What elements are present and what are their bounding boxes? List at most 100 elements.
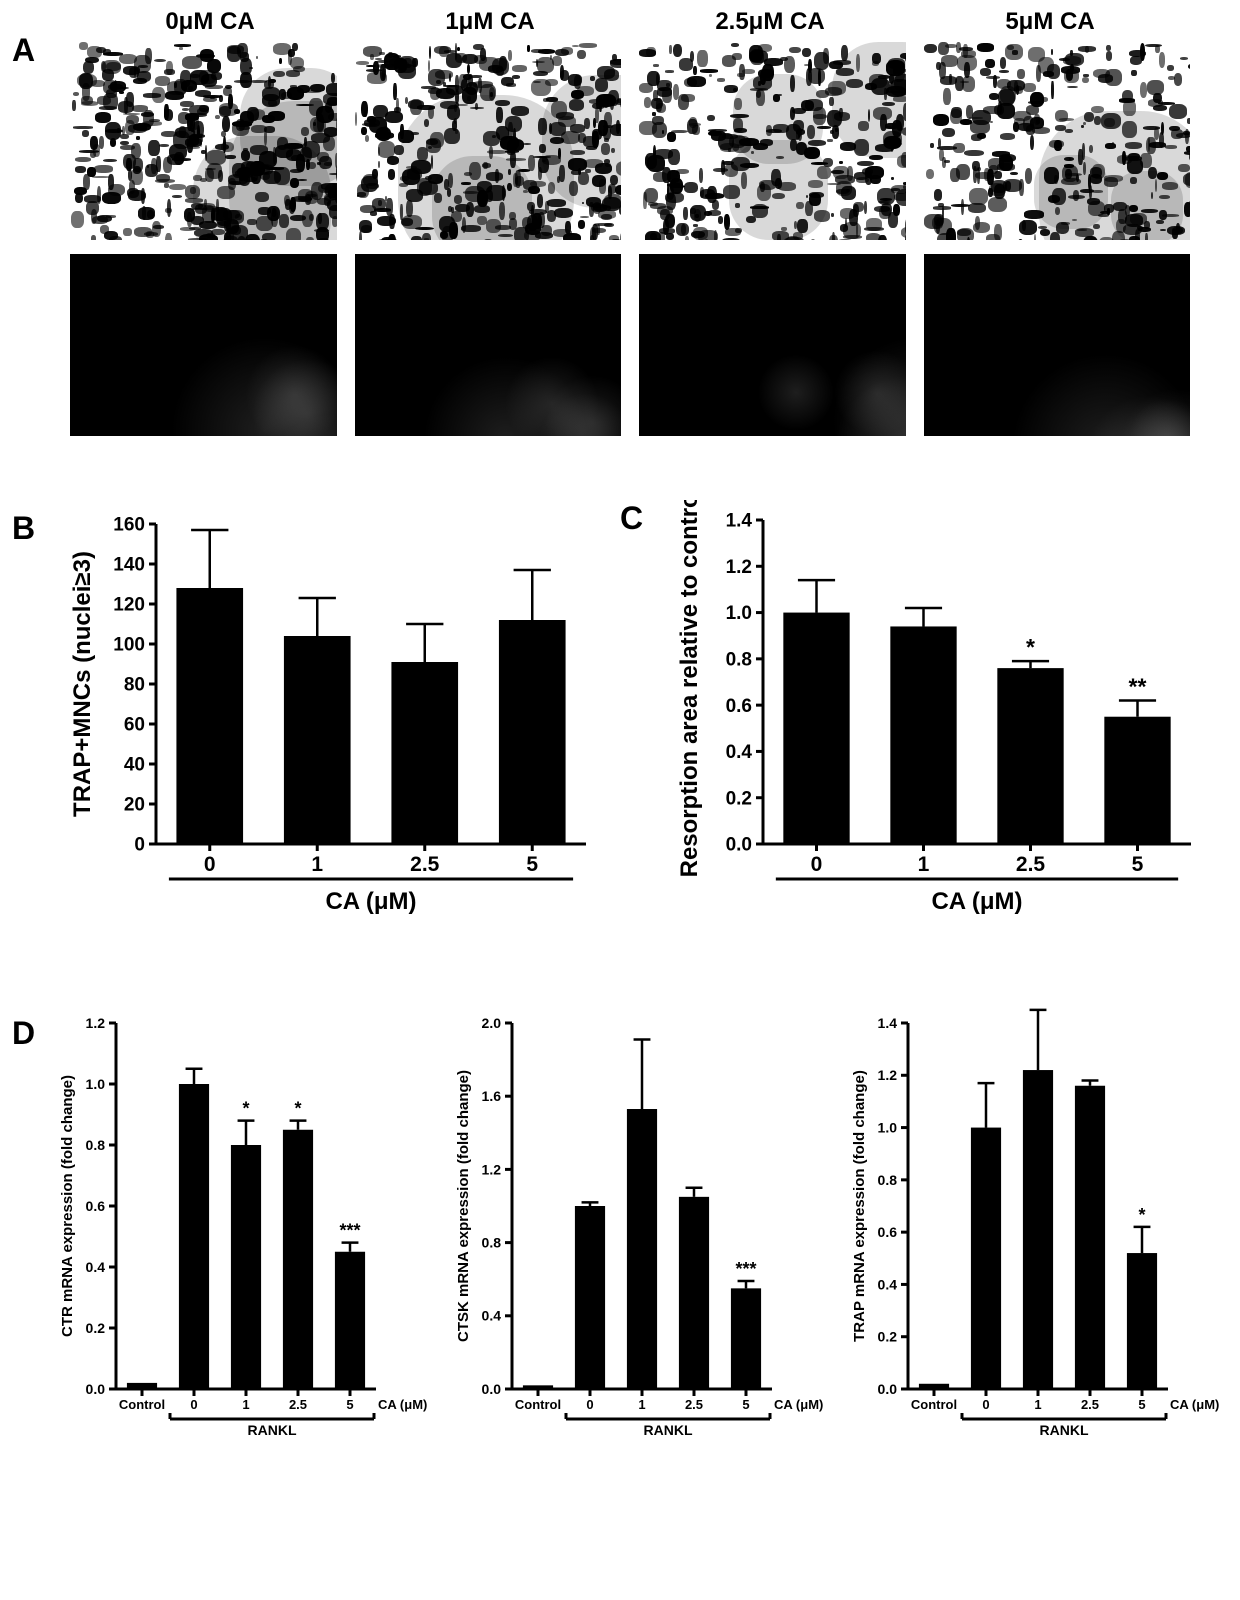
col-header: 5μM CA [910,8,1190,36]
svg-text:0.4: 0.4 [726,742,753,763]
svg-text:Control: Control [515,1397,561,1412]
svg-text:40: 40 [124,755,145,776]
svg-text:1.4: 1.4 [726,511,753,532]
svg-text:0.0: 0.0 [726,835,752,856]
panel-letter-b: B [12,510,35,547]
svg-text:0.0: 0.0 [86,1381,106,1397]
panel-d: 0.00.20.40.60.81.01.2*****Control012.55C… [52,1005,1222,1485]
svg-text:1: 1 [1034,1397,1041,1412]
micrograph-bottom [355,254,622,436]
svg-text:CA (μM): CA (μM) [378,1397,427,1412]
svg-text:0.4: 0.4 [86,1259,106,1275]
panel-b-chart: 020406080100120140160012.55CA (μM)TRAP+M… [60,510,600,940]
panel-d-chart: 0.00.20.40.60.81.01.21.4*Control012.55CA… [844,1005,1222,1475]
svg-text:0.8: 0.8 [878,1172,898,1188]
svg-text:1.0: 1.0 [726,603,752,624]
svg-text:0.8: 0.8 [482,1235,502,1251]
svg-text:*: * [1026,634,1035,660]
svg-text:1.6: 1.6 [482,1088,502,1104]
panel-a: 0μM CA 1μM CA 2.5μM CA 5μM CA [70,8,1190,436]
svg-text:*: * [294,1099,301,1119]
svg-text:0: 0 [586,1397,593,1412]
col-header: 0μM CA [70,8,350,36]
svg-text:0.2: 0.2 [726,788,752,809]
col-header: 1μM CA [350,8,630,36]
svg-text:CA (μM): CA (μM) [774,1397,823,1412]
svg-text:CA (μM): CA (μM) [931,888,1022,915]
svg-text:0: 0 [982,1397,989,1412]
image-row-bottom [70,254,1190,436]
bar-chart: 0.00.40.81.21.62.0***Control012.55CA (μM… [448,1005,826,1475]
bar-chart: 0.00.20.40.60.81.01.2*****Control012.55C… [52,1005,430,1475]
svg-text:0: 0 [811,853,823,876]
svg-text:2.5: 2.5 [1016,853,1046,876]
panel-d-chart: 0.00.40.81.21.62.0***Control012.55CA (μM… [448,1005,826,1475]
svg-text:RANKL: RANKL [1040,1422,1089,1438]
bar-chart: 0.00.20.40.60.81.01.21.4*Control012.55CA… [844,1005,1222,1475]
micrograph-top [924,42,1191,240]
svg-text:5: 5 [1138,1397,1145,1412]
svg-text:100: 100 [113,635,145,656]
micrograph-bottom [639,254,906,436]
svg-text:CTR mRNA expression (fold chan: CTR mRNA expression (fold change) [59,1075,76,1337]
svg-text:2.0: 2.0 [482,1015,502,1031]
svg-text:1: 1 [242,1397,249,1412]
svg-text:60: 60 [124,715,145,736]
svg-text:80: 80 [124,675,145,696]
bar-chart: 0.00.20.40.60.81.01.21.4***012.55CA (μM)… [665,500,1205,940]
svg-text:0: 0 [134,835,145,856]
svg-text:Control: Control [911,1397,957,1412]
svg-text:1.2: 1.2 [482,1161,502,1177]
micrograph-top [639,42,906,240]
panel-letter-d: D [12,1015,35,1052]
panel-letter-c: C [620,500,643,537]
svg-text:TRAP mRNA expression (fold cha: TRAP mRNA expression (fold change) [851,1070,868,1342]
panel-c-chart: 0.00.20.40.60.81.01.21.4***012.55CA (μM)… [665,500,1205,940]
column-headers: 0μM CA 1μM CA 2.5μM CA 5μM CA [70,8,1190,36]
svg-text:CTSK mRNA expression (fold cha: CTSK mRNA expression (fold change) [455,1070,472,1342]
svg-text:0.6: 0.6 [86,1198,106,1214]
svg-text:5: 5 [1132,853,1144,876]
svg-text:2.5: 2.5 [685,1397,703,1412]
svg-text:0.0: 0.0 [878,1381,898,1397]
svg-text:***: *** [339,1221,360,1241]
svg-text:2.5: 2.5 [1081,1397,1099,1412]
svg-text:5: 5 [526,853,538,876]
micrograph-bottom [70,254,337,436]
svg-text:0: 0 [204,853,216,876]
figure-root: A 0μM CA 1μM CA 2.5μM CA 5μM CA B 0 20 40 6… [0,0,1240,1600]
svg-text:1: 1 [638,1397,645,1412]
image-row-top [70,42,1190,240]
svg-text:***: *** [735,1259,756,1279]
panel-d-chart: 0.00.20.40.60.81.01.2*****Control012.55C… [52,1005,430,1475]
svg-text:**: ** [1129,674,1147,700]
svg-text:0.2: 0.2 [878,1329,898,1345]
svg-text:RANKL: RANKL [644,1422,693,1438]
svg-text:2.5: 2.5 [410,853,440,876]
svg-text:*: * [1138,1205,1145,1225]
svg-text:140: 140 [113,555,145,576]
svg-text:0.0: 0.0 [482,1381,502,1397]
svg-text:160: 160 [113,515,145,536]
svg-text:TRAP+MNCs (nuclei≥3): TRAP+MNCs (nuclei≥3) [69,551,96,817]
svg-text:1.2: 1.2 [726,557,752,578]
svg-text:0.8: 0.8 [726,650,752,671]
micrograph-top [355,42,622,240]
col-header: 2.5μM CA [630,8,910,36]
svg-text:CA (μM): CA (μM) [1170,1397,1219,1412]
svg-text:5: 5 [346,1397,353,1412]
svg-text:0.4: 0.4 [878,1276,898,1292]
bar-chart: 020406080100120140160012.55CA (μM)TRAP+M… [60,510,600,940]
svg-text:Control: Control [119,1397,165,1412]
svg-text:Resorption area relative to co: Resorption area relative to control [676,500,703,877]
svg-text:*: * [242,1099,249,1119]
micrograph-top [70,42,337,240]
svg-text:0: 0 [190,1397,197,1412]
svg-text:0.8: 0.8 [86,1137,106,1153]
svg-text:1.2: 1.2 [878,1067,898,1083]
svg-text:RANKL: RANKL [248,1422,297,1438]
panel-letter-a: A [12,32,35,69]
svg-text:20: 20 [124,795,145,816]
svg-text:120: 120 [113,595,145,616]
svg-text:0.6: 0.6 [726,696,752,717]
